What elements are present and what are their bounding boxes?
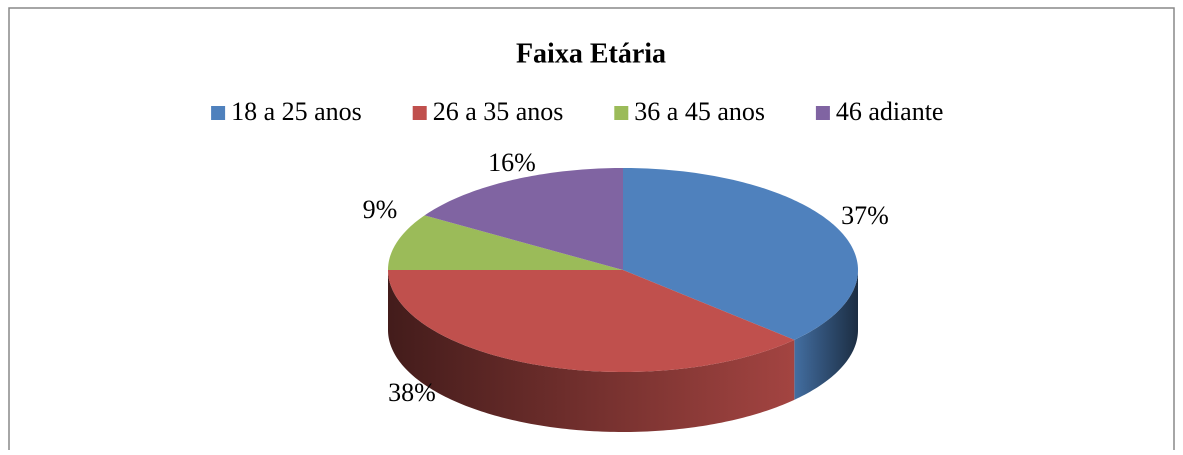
legend-label: 36 a 45 anos (634, 97, 765, 126)
data-label: 38% (388, 378, 436, 407)
legend-swatch (614, 106, 629, 120)
pie-slice (388, 270, 795, 372)
legend-swatch (412, 106, 427, 120)
data-label: 37% (841, 201, 889, 230)
pie-side (388, 270, 795, 432)
legend-label: 46 adiante (836, 97, 944, 126)
pie-slice (388, 215, 623, 270)
pie-slice (623, 168, 858, 340)
legend-label: 18 a 25 anos (231, 97, 362, 126)
pie-side (794, 270, 858, 400)
pie-slice (424, 168, 623, 270)
legend-swatch (211, 106, 226, 120)
legend-swatch (815, 106, 830, 120)
data-label: 9% (363, 195, 398, 224)
data-label: 16% (488, 148, 536, 177)
legend-label: 26 a 35 anos (433, 97, 564, 126)
chart-title: Faixa Etária (516, 38, 666, 69)
